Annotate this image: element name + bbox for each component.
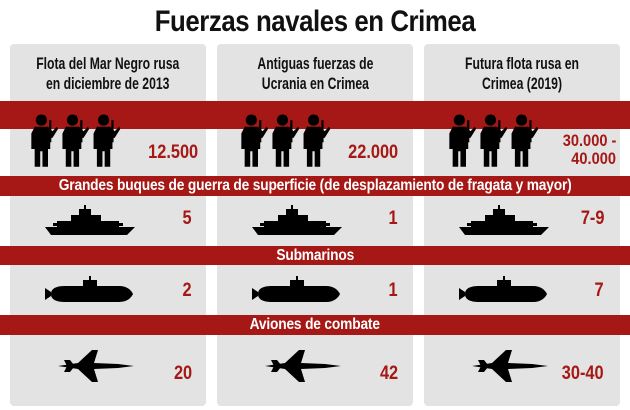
combat-aircraft-value: 20 (173, 363, 192, 384)
surface-ships-value: 1 (388, 208, 398, 229)
column-heading-2013: Flota del Mar Negro rusa en diciembre de… (10, 50, 206, 98)
combat-aircraft-band (0, 315, 630, 335)
warship-icon (459, 205, 549, 235)
combat-aircraft-value: 30-40 (562, 363, 604, 384)
surface-ships-band (0, 176, 630, 196)
warship-icon (45, 205, 135, 235)
fighter-jet-icon (58, 346, 134, 386)
submarine-icon (44, 275, 136, 305)
heading-line: Crimea (2019) (481, 75, 563, 93)
soldier-group-icon (28, 107, 128, 171)
submarines-value: 1 (388, 280, 398, 301)
column-heading-ukraine: Antiguas fuerzas de Ucrania en Crimea (217, 50, 413, 98)
soldier-group-icon (446, 107, 546, 171)
combat-aircraft-value: 42 (379, 363, 398, 384)
heading-line: en diciembre de 2013 (46, 75, 170, 93)
fighter-jet-icon (472, 346, 548, 386)
personnel-value: 30.000 -40.000 (562, 131, 616, 168)
surface-ships-value: 5 (182, 208, 192, 229)
heading-line: Antiguas fuerzas de (257, 55, 373, 73)
personnel-value: 12.500 (148, 142, 199, 163)
submarines-band (0, 246, 630, 265)
page-title: Fuerzas navales en Crimea (154, 5, 476, 38)
submarine-icon (251, 275, 343, 305)
fighter-jet-icon (265, 346, 341, 386)
surface-ships-value: 7-9 (580, 208, 604, 229)
warship-icon (252, 205, 342, 235)
submarine-icon (458, 275, 550, 305)
combat-aircraft-label: Aviones de combate (249, 316, 381, 333)
heading-line: Ucrania en Crimea (261, 75, 369, 93)
submarines-value: 7 (594, 280, 604, 301)
personnel-value: 22.000 (348, 142, 399, 163)
submarines-value: 2 (182, 280, 192, 301)
soldier-group-icon (238, 107, 338, 171)
submarines-label: Submarinos (276, 247, 354, 264)
heading-line: Flota del Mar Negro rusa (36, 55, 180, 73)
surface-ships-label: Grandes buques de guerra de superficie (… (58, 177, 572, 194)
heading-line: Futura flota rusa en (465, 55, 579, 73)
column-heading-2019: Futura flota rusa en Crimea (2019) (424, 50, 620, 98)
